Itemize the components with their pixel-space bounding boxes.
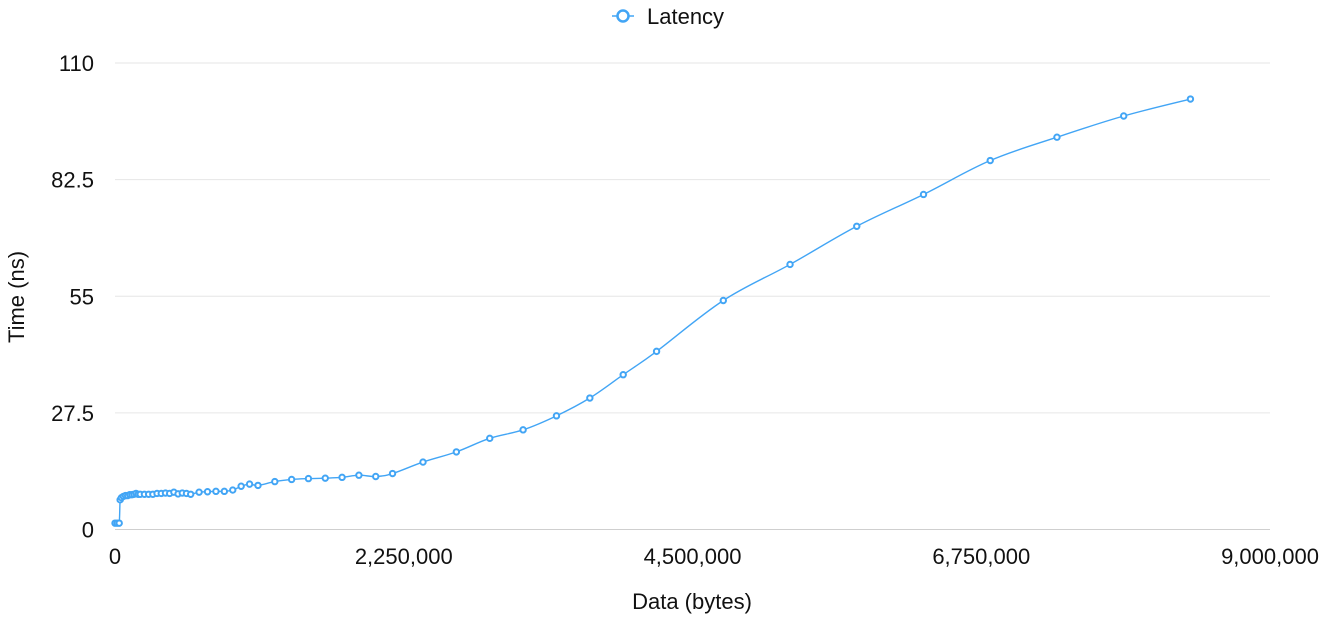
latency-data-point[interactable] [619,371,627,379]
latency-data-point[interactable] [115,519,123,527]
latency-data-point[interactable] [519,426,527,434]
latency-data-point[interactable] [1186,95,1195,103]
y-tick-label: 55 [70,284,94,309]
y-tick-label: 110 [59,51,94,76]
latency-data-point[interactable] [355,471,363,479]
latency-data-point[interactable] [586,394,594,402]
latency-data-point[interactable] [452,448,461,456]
latency-data-point[interactable] [203,488,212,496]
latency-data-point[interactable] [919,190,928,199]
grid-layer [115,62,1270,414]
latency-data-point[interactable] [388,469,397,478]
latency-data-point[interactable] [229,486,237,494]
latency-data-point[interactable] [338,473,346,482]
tick-label-layer: 0 27.5 55 82.5 110 0 2,250,000 4,500,000 6,750,0… [51,51,1319,569]
latency-data-point[interactable] [372,472,380,481]
x-tick-label: 4,500,000 [644,544,742,569]
series-layer [111,95,1195,527]
latency-data-point[interactable] [186,490,195,499]
latency-data-point[interactable] [652,347,661,356]
latency-data-point[interactable] [321,474,329,482]
latency-data-point[interactable] [304,474,313,483]
legend-series-label: Latency [647,4,724,29]
latency-data-point[interactable] [220,487,229,496]
latency-data-point[interactable] [419,458,427,466]
y-tick-label: 0 [82,518,94,543]
y-tick-label: 82.5 [51,168,94,193]
latency-data-point[interactable] [986,156,994,165]
legend[interactable]: Latency [612,4,724,29]
latency-data-point[interactable] [853,222,861,230]
latency-series-line [115,98,1191,526]
latency-data-point[interactable] [254,481,262,490]
latency-data-point[interactable] [1053,133,1061,141]
latency-data-point[interactable] [245,480,254,488]
latency-data-point[interactable] [719,296,727,305]
y-axis-title: Time (ns) [4,251,29,343]
x-tick-label: 0 [109,544,121,569]
latency-data-point[interactable] [486,434,494,443]
y-tick-label: 27.5 [51,401,94,426]
latency-data-point[interactable] [287,475,296,484]
legend-series-marker [616,9,630,23]
latency-data-point[interactable] [212,487,220,496]
latency-data-point[interactable] [195,488,203,496]
x-tick-label: 2,250,000 [355,544,453,569]
latency-data-point[interactable] [1120,112,1128,120]
latency-data-point[interactable] [237,482,245,490]
x-tick-label: 9,000,000 [1221,544,1319,569]
latency-data-point[interactable] [786,260,794,269]
latency-data-point[interactable] [271,477,279,486]
latency-data-point[interactable] [552,412,561,420]
x-tick-label: 6,750,000 [932,544,1030,569]
x-axis-title: Data (bytes) [632,589,752,614]
